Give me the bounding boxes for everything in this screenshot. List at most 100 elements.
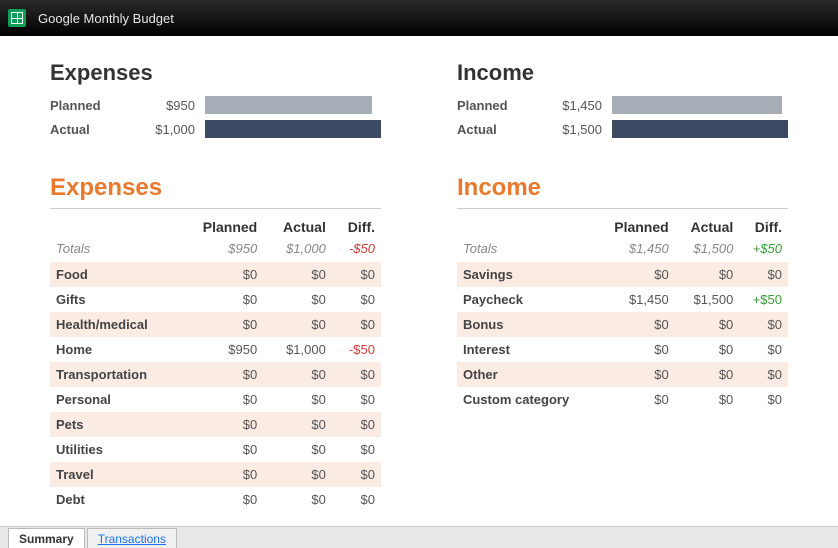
row-diff: $0 — [739, 362, 788, 387]
income-actual-label: Actual — [457, 122, 537, 137]
totals-label: Totals — [457, 239, 596, 262]
row-diff: +$50 — [739, 287, 788, 312]
row-diff: $0 — [739, 262, 788, 287]
row-actual: $1,000 — [263, 337, 332, 362]
table-header-blank — [50, 215, 180, 239]
row-actual: $1,500 — [675, 287, 740, 312]
table-row[interactable]: Debt$0$0$0 — [50, 487, 381, 512]
row-name: Personal — [50, 387, 180, 412]
table-row[interactable]: Interest$0$0$0 — [457, 337, 788, 362]
row-actual: $0 — [263, 412, 332, 437]
window-titlebar: Google Monthly Budget — [0, 0, 838, 36]
row-planned: $0 — [180, 387, 263, 412]
row-name: Food — [50, 262, 180, 287]
income-column: Income Planned $1,450 Actual $1,500 Inco… — [457, 60, 788, 512]
income-section-title: Income — [457, 174, 788, 202]
table-header-diff: Diff. — [332, 215, 381, 239]
row-name: Paycheck — [457, 287, 596, 312]
row-planned: $0 — [596, 312, 674, 337]
table-row[interactable]: Travel$0$0$0 — [50, 462, 381, 487]
income-planned-bar-fill — [612, 96, 782, 114]
row-planned: $950 — [180, 337, 263, 362]
table-row[interactable]: Utilities$0$0$0 — [50, 437, 381, 462]
expenses-totals-row: Totals $950 $1,000 -$50 — [50, 239, 381, 262]
expenses-actual-bar — [205, 120, 381, 138]
table-header-actual: Actual — [263, 215, 332, 239]
row-name: Pets — [50, 412, 180, 437]
expenses-planned-value: $950 — [140, 98, 195, 113]
expenses-totals-diff: -$50 — [332, 239, 381, 262]
tab-summary[interactable]: Summary — [8, 528, 85, 548]
row-actual: $0 — [263, 287, 332, 312]
row-diff: $0 — [739, 337, 788, 362]
table-row[interactable]: Personal$0$0$0 — [50, 387, 381, 412]
row-planned: $0 — [180, 287, 263, 312]
table-row[interactable]: Food$0$0$0 — [50, 262, 381, 287]
window-title: Google Monthly Budget — [38, 11, 174, 26]
table-header-row: Planned Actual Diff. — [457, 215, 788, 239]
table-row[interactable]: Custom category$0$0$0 — [457, 387, 788, 412]
row-diff: $0 — [739, 387, 788, 412]
table-row[interactable]: Paycheck$1,450$1,500+$50 — [457, 287, 788, 312]
table-row[interactable]: Health/medical$0$0$0 — [50, 312, 381, 337]
table-row[interactable]: Bonus$0$0$0 — [457, 312, 788, 337]
income-actual-bar-fill — [612, 120, 788, 138]
income-summary-title: Income — [457, 60, 788, 86]
row-planned: $1,450 — [596, 287, 674, 312]
table-row[interactable]: Pets$0$0$0 — [50, 412, 381, 437]
expenses-summary-title: Expenses — [50, 60, 381, 86]
income-actual-bar-row: Actual $1,500 — [457, 120, 788, 138]
expenses-actual-label: Actual — [50, 122, 130, 137]
expenses-planned-bar — [205, 96, 381, 114]
row-actual: $0 — [675, 387, 740, 412]
row-name: Bonus — [457, 312, 596, 337]
expenses-section-title: Expenses — [50, 174, 381, 202]
expenses-rows: Food$0$0$0Gifts$0$0$0Health/medical$0$0$… — [50, 262, 381, 512]
row-name: Travel — [50, 462, 180, 487]
totals-label: Totals — [50, 239, 180, 262]
row-actual: $0 — [263, 462, 332, 487]
row-actual: $0 — [263, 487, 332, 512]
expenses-actual-value: $1,000 — [140, 122, 195, 137]
expenses-totals-planned: $950 — [180, 239, 263, 262]
expenses-actual-bar-row: Actual $1,000 — [50, 120, 381, 138]
row-name: Custom category — [457, 387, 596, 412]
income-rows: Savings$0$0$0Paycheck$1,450$1,500+$50Bon… — [457, 262, 788, 412]
row-name: Home — [50, 337, 180, 362]
table-header-diff: Diff. — [739, 215, 788, 239]
row-planned: $0 — [180, 362, 263, 387]
table-row[interactable]: Other$0$0$0 — [457, 362, 788, 387]
row-diff: $0 — [332, 362, 381, 387]
tab-transactions[interactable]: Transactions — [87, 528, 177, 548]
row-planned: $0 — [180, 462, 263, 487]
row-planned: $0 — [180, 437, 263, 462]
row-planned: $0 — [180, 487, 263, 512]
table-row[interactable]: Transportation$0$0$0 — [50, 362, 381, 387]
row-diff: $0 — [332, 487, 381, 512]
row-actual: $0 — [263, 262, 332, 287]
row-diff: $0 — [332, 262, 381, 287]
table-row[interactable]: Gifts$0$0$0 — [50, 287, 381, 312]
row-actual: $0 — [675, 337, 740, 362]
income-actual-bar — [612, 120, 788, 138]
row-planned: $0 — [180, 262, 263, 287]
table-row[interactable]: Home$950$1,000-$50 — [50, 337, 381, 362]
income-planned-bar — [612, 96, 788, 114]
sheet-content: Expenses Planned $950 Actual $1,000 Expe… — [0, 36, 838, 526]
row-planned: $0 — [596, 387, 674, 412]
income-planned-label: Planned — [457, 98, 537, 113]
income-divider — [457, 208, 788, 209]
income-totals-planned: $1,450 — [596, 239, 674, 262]
row-diff: $0 — [332, 462, 381, 487]
table-row[interactable]: Savings$0$0$0 — [457, 262, 788, 287]
income-planned-value: $1,450 — [547, 98, 602, 113]
sheets-icon — [8, 9, 26, 27]
row-name: Health/medical — [50, 312, 180, 337]
row-planned: $0 — [180, 412, 263, 437]
row-name: Utilities — [50, 437, 180, 462]
row-diff: $0 — [332, 287, 381, 312]
table-header-row: Planned Actual Diff. — [50, 215, 381, 239]
table-header-blank — [457, 215, 596, 239]
row-actual: $0 — [675, 312, 740, 337]
row-planned: $0 — [596, 337, 674, 362]
